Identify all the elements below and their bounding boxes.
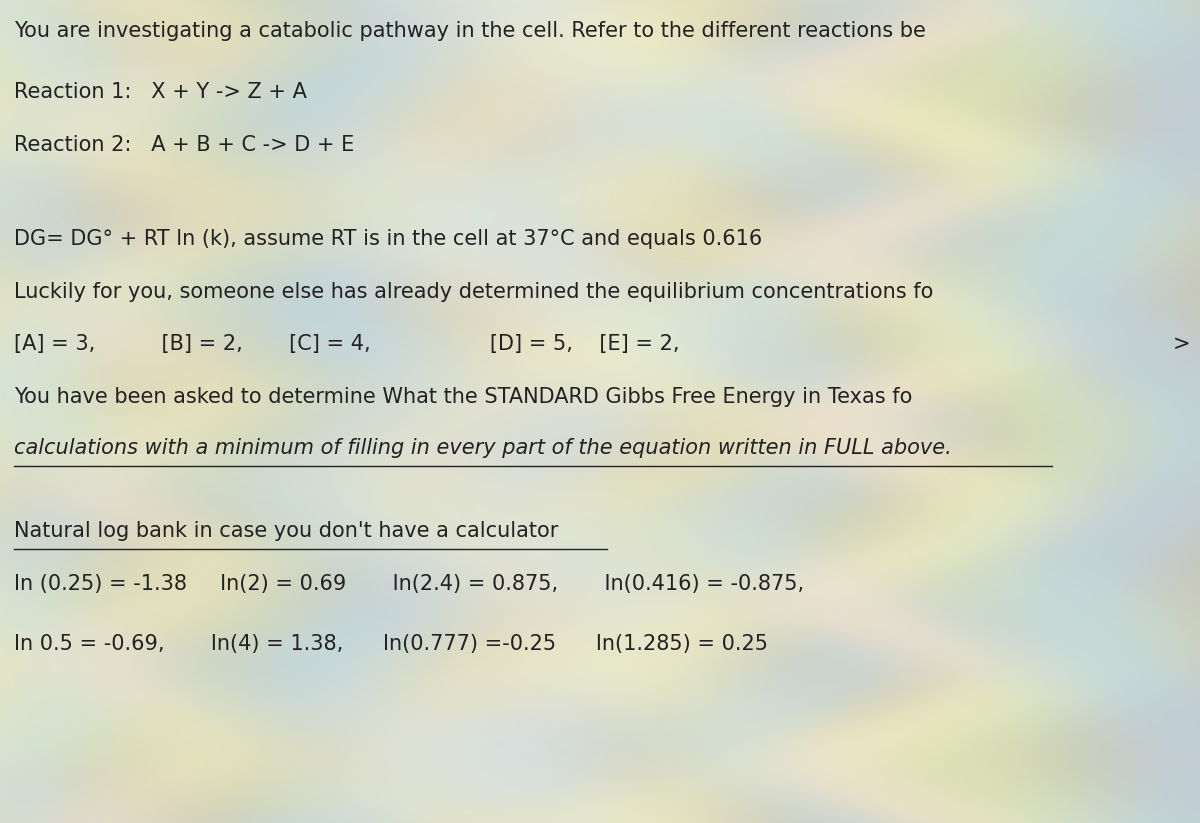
Text: Luckily for you, someone else has already determined the equilibrium concentrati: Luckily for you, someone else has alread… [14, 282, 934, 302]
Text: You have been asked to determine What the STANDARD Gibbs Free Energy in Texas fo: You have been asked to determine What th… [14, 387, 913, 407]
Text: calculations with a minimum of filling in every part of the equation written in : calculations with a minimum of filling i… [14, 438, 952, 458]
Text: Reaction 2:   A + B + C -> D + E: Reaction 2: A + B + C -> D + E [14, 135, 355, 155]
Text: You are investigating a catabolic pathway in the cell. Refer to the different re: You are investigating a catabolic pathwa… [14, 21, 926, 41]
Text: In 0.5 = -0.69,       In(4) = 1.38,      In(0.777) =-0.25      In(1.285) = 0.25: In 0.5 = -0.69, In(4) = 1.38, In(0.777) … [14, 634, 768, 653]
Text: DG= DG° + RT ln (k), assume RT is in the cell at 37°C and equals 0.616: DG= DG° + RT ln (k), assume RT is in the… [14, 229, 763, 249]
Text: In (0.25) = -1.38     In(2) = 0.69       In(2.4) = 0.875,       In(0.416) = -0.8: In (0.25) = -1.38 In(2) = 0.69 In(2.4) =… [14, 574, 804, 594]
Text: Reaction 1:   X + Y -> Z + A: Reaction 1: X + Y -> Z + A [14, 82, 307, 102]
Text: >: > [1172, 334, 1190, 354]
Text: Natural log bank in case you don't have a calculator: Natural log bank in case you don't have … [14, 521, 559, 541]
Text: [A] = 3,          [B] = 2,       [C] = 4,                  [D] = 5,    [E] = 2,: [A] = 3, [B] = 2, [C] = 4, [D] = 5, [E] … [14, 334, 680, 354]
